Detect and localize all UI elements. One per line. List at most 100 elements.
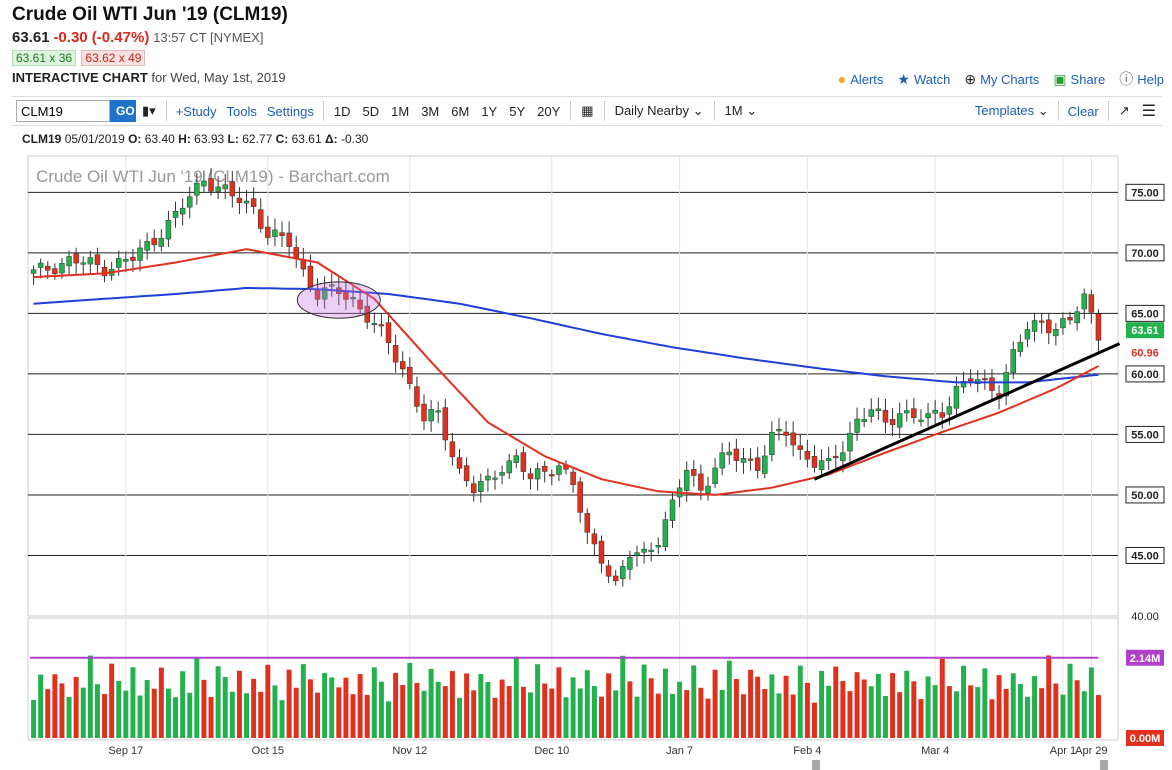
volume-bar bbox=[506, 686, 512, 738]
candle-body bbox=[1038, 320, 1045, 323]
divider bbox=[713, 101, 715, 121]
my-charts-button[interactable]: ⊕ My Charts bbox=[964, 69, 1039, 89]
candle-body bbox=[754, 457, 761, 471]
volume-bar bbox=[208, 696, 214, 738]
volume-bar bbox=[535, 664, 541, 738]
period-1d[interactable]: 1D bbox=[333, 103, 351, 119]
period-5y[interactable]: 5Y bbox=[509, 103, 526, 119]
volume-bar bbox=[861, 679, 867, 738]
volume-bar bbox=[513, 656, 519, 738]
candle-body bbox=[541, 465, 548, 472]
period-5d[interactable]: 5D bbox=[362, 103, 380, 119]
candle-body bbox=[80, 262, 86, 265]
volume-bar bbox=[797, 665, 803, 738]
price-chart[interactable]: Crude Oil WTI Jun '19 (CLM19) - Barchart… bbox=[0, 150, 1172, 770]
volume-bar bbox=[670, 693, 675, 738]
candle-body bbox=[435, 410, 441, 413]
ma-fast-label: 60.96 bbox=[1131, 347, 1159, 359]
volume-bar bbox=[378, 681, 384, 738]
volume-bar bbox=[599, 696, 604, 738]
alerts-button[interactable]: ● Alerts bbox=[838, 69, 884, 89]
volume-bar bbox=[584, 670, 590, 738]
volume-bar bbox=[897, 692, 903, 738]
volume-bar bbox=[158, 667, 164, 738]
volume-bar bbox=[655, 693, 661, 738]
period-6m[interactable]: 6M bbox=[451, 103, 470, 119]
last-price: 63.61 bbox=[12, 29, 50, 46]
volume-bar bbox=[329, 677, 335, 738]
candle-body bbox=[470, 483, 477, 494]
ohlc-readout: CLM19 05/01/2019 O: 63.40 H: 63.93 L: 62… bbox=[22, 132, 368, 146]
ohlc-h-label: H: bbox=[178, 132, 191, 146]
volume-bar bbox=[911, 681, 917, 738]
share-icon: ▣ bbox=[1053, 70, 1067, 87]
calendar-icon[interactable]: ▦ bbox=[581, 103, 594, 118]
candle-body bbox=[847, 432, 853, 452]
volume-bar bbox=[393, 672, 399, 738]
volume-bar bbox=[875, 673, 881, 738]
divider bbox=[603, 101, 605, 121]
candlestick-type-icon[interactable]: ▮▾ bbox=[142, 103, 156, 118]
candle-body bbox=[740, 458, 747, 463]
candle-body bbox=[101, 266, 108, 277]
candle-body bbox=[279, 232, 285, 236]
volume-bar bbox=[73, 676, 79, 738]
add-study-button[interactable]: +Study bbox=[175, 103, 217, 119]
divider bbox=[1057, 101, 1059, 121]
volume-bar bbox=[833, 666, 839, 738]
period-20y[interactable]: 20Y bbox=[537, 103, 561, 119]
range-handle-left[interactable] bbox=[812, 760, 820, 770]
templates-button[interactable]: Templates ⌄ bbox=[970, 103, 1054, 119]
volume-avg-label: 2.14M bbox=[1130, 653, 1161, 665]
help-button[interactable]: ⓘ Help bbox=[1119, 69, 1164, 89]
volume-bar bbox=[336, 687, 342, 738]
candle-body bbox=[705, 485, 711, 494]
candle-body bbox=[556, 465, 562, 475]
menu-icon[interactable]: ☰ bbox=[1141, 103, 1156, 120]
candle-body bbox=[868, 409, 875, 417]
candle-body bbox=[463, 465, 470, 482]
candle-body bbox=[1067, 317, 1073, 321]
clear-button[interactable]: Clear bbox=[1067, 103, 1099, 119]
symbol-input[interactable] bbox=[16, 100, 110, 122]
candle-body bbox=[229, 181, 236, 197]
volume-bar bbox=[222, 677, 228, 738]
templates-label: Templates bbox=[974, 103, 1035, 118]
volume-bar bbox=[790, 694, 796, 738]
interval-select[interactable]: 1M ⌄ bbox=[719, 103, 764, 119]
volume-bar bbox=[520, 686, 526, 738]
candle-body bbox=[698, 473, 704, 491]
period-1y[interactable]: 1Y bbox=[481, 103, 498, 119]
candle-body bbox=[243, 200, 250, 204]
candle-body bbox=[215, 186, 221, 192]
candle-body bbox=[904, 410, 910, 414]
candle-body bbox=[591, 533, 598, 545]
volume-bar bbox=[819, 670, 825, 738]
candle-body bbox=[776, 428, 782, 432]
candle-body bbox=[641, 548, 647, 553]
volume-bar bbox=[961, 665, 967, 738]
tools-button[interactable]: Tools bbox=[226, 103, 257, 119]
period-3m[interactable]: 3M bbox=[421, 103, 440, 119]
bid-badge: 63.61 x 36 bbox=[12, 50, 77, 66]
bid-ask: 63.61 x 36 63.62 x 49 bbox=[12, 50, 146, 66]
volume-bar bbox=[556, 667, 562, 738]
go-button[interactable]: GO bbox=[110, 100, 136, 122]
volume-bar bbox=[1095, 695, 1101, 738]
volume-bar bbox=[1010, 673, 1016, 738]
expand-icon[interactable]: ↗ bbox=[1118, 103, 1130, 118]
range-handle-right[interactable] bbox=[1100, 760, 1108, 770]
volume-bar bbox=[890, 673, 896, 738]
candle-body bbox=[797, 445, 804, 450]
candle-body bbox=[627, 557, 633, 570]
volume-bar bbox=[350, 694, 356, 738]
volume-bar bbox=[868, 686, 874, 738]
share-button[interactable]: ▣ Share bbox=[1053, 69, 1105, 89]
aggregation-select[interactable]: Daily Nearby ⌄ bbox=[609, 103, 710, 119]
watch-button[interactable]: ★ Watch bbox=[897, 69, 950, 89]
volume-bar bbox=[939, 658, 945, 738]
volume-bar bbox=[52, 674, 58, 738]
chart-date: for Wed, May 1st, 2019 bbox=[151, 70, 286, 85]
period-1m[interactable]: 1M bbox=[391, 103, 410, 119]
settings-button[interactable]: Settings bbox=[266, 103, 314, 119]
